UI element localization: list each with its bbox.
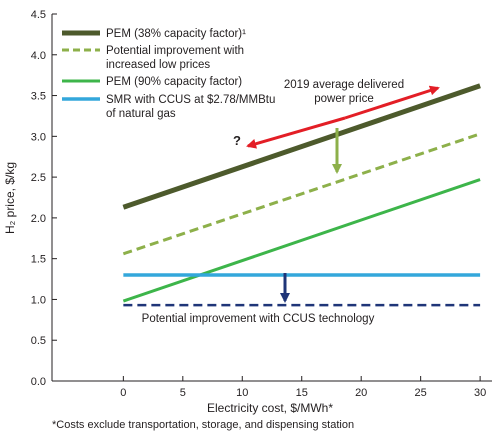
series-pem-90-line [122, 178, 481, 303]
y-tick-label: 0.5 [31, 335, 46, 347]
x-tick-label: 5 [180, 387, 186, 399]
y-axis-label: H₂ price, $/kg [3, 162, 17, 234]
x-tick-label: 20 [355, 387, 367, 399]
question-mark-annotation: ? [233, 133, 241, 148]
series-pem-38-line [122, 83, 481, 210]
y-tick-label: 0.0 [31, 376, 46, 388]
y-tick-label: 3.5 [31, 91, 46, 103]
legend: PEM (38% capacity factor)¹ Potential imp… [62, 28, 275, 120]
y-tick-label: 1.5 [31, 254, 46, 266]
x-tick-label: 25 [415, 387, 427, 399]
y-tick-label: 2.5 [31, 172, 46, 184]
footnote: *Costs exclude transportation, storage, … [52, 419, 355, 431]
legend-label-potential-improvement: Potential improvement with increased low … [106, 45, 244, 71]
x-tick-label: 15 [296, 387, 308, 399]
y-tick-label: 3.0 [31, 131, 46, 143]
y-tick-label: 4.5 [31, 9, 46, 21]
legend-label-smr-ccus: SMR with CCUS at $2.78/MMBtu of natural g… [106, 94, 275, 120]
y-tick-label: 1.0 [31, 294, 46, 306]
legend-label-pem-38: PEM (38% capacity factor)¹ [106, 28, 246, 40]
x-axis-label: Electricity cost, $/MWh* [207, 401, 333, 415]
series-potential-improvement-line [122, 132, 481, 256]
power-price-red-arrow-left [246, 116, 346, 149]
ccus-improvement-annotation: Potential improvement with CCUS technolo… [142, 313, 375, 325]
power-price-red-arrow-right [344, 85, 440, 120]
power-price-annotation: 2019 average delivered power price [284, 79, 404, 105]
x-tick-label: 30 [474, 387, 486, 399]
y-tick-label: 4.0 [31, 50, 46, 62]
legend-label-pem-90: PEM (90% capacity factor) [106, 76, 242, 88]
y-tick-label: 2.0 [31, 213, 46, 225]
x-tick-label: 0 [120, 387, 126, 399]
x-tick-label: 10 [236, 387, 248, 399]
